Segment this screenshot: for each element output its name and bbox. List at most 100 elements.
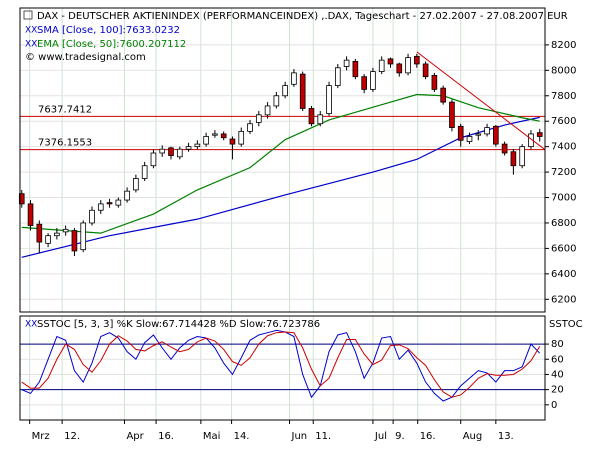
candle-body <box>176 148 183 158</box>
x-tick-label: 14. <box>234 431 250 442</box>
candle-body <box>370 71 376 90</box>
marks <box>18 51 546 402</box>
candle-body <box>36 223 43 243</box>
candle-body <box>405 57 411 74</box>
candle-body <box>97 203 104 211</box>
candle-body <box>510 151 517 167</box>
candle-body <box>124 190 130 201</box>
candle-body <box>194 143 201 148</box>
candle-body <box>334 67 341 86</box>
candle-body <box>247 123 253 132</box>
candle-body <box>185 146 192 150</box>
x-tick-label: 13. <box>498 431 514 442</box>
x-tick-label: Mrz <box>32 431 50 442</box>
legend-icon: XX <box>25 26 37 36</box>
x-tick-label: 16. <box>420 431 436 442</box>
x-tick-label: Mai <box>203 431 221 442</box>
chart-title: DAX - DEUTSCHER AKTIENINDEX (PERFORMANCE… <box>37 11 568 22</box>
candle-body <box>475 133 482 136</box>
candle-body <box>80 222 87 251</box>
oscillator-y-tick-label: 80 <box>551 339 564 350</box>
candle-body <box>141 165 148 179</box>
candle-body <box>440 87 446 103</box>
moving-average-line <box>21 116 540 258</box>
oscillator-y-tick-label: 20 <box>551 385 564 396</box>
candle-body <box>396 63 403 74</box>
candle-body <box>150 152 157 167</box>
candle-body <box>159 148 166 154</box>
candle-body <box>133 178 139 191</box>
x-tick-label: Jul <box>374 431 387 442</box>
x-tick-label: Jun <box>291 431 308 442</box>
candle-body <box>449 101 455 128</box>
candle-body <box>54 232 60 237</box>
oscillator-title: SSTOC [5, 3, 3] %K Slow:67.714428 %D Slo… <box>37 319 320 330</box>
y-tick-label: 6800 <box>551 218 576 229</box>
y-tick-label: 8200 <box>551 40 576 51</box>
legend-icon: XX <box>25 320 37 330</box>
legend-entry: SMA [Close, 100]:7633.0232 <box>37 25 180 36</box>
candle-body <box>466 136 473 142</box>
candle-body <box>264 105 271 116</box>
candle-body <box>501 143 508 154</box>
panel-icon <box>23 10 33 20</box>
candle-body <box>361 76 367 90</box>
candle-body <box>308 108 315 125</box>
oscillator-y-tick-label: 0 <box>551 400 557 411</box>
candle-body <box>343 59 350 67</box>
candle-body <box>352 61 359 78</box>
x-tick-label: Aug <box>463 431 483 442</box>
watermark: © www.tradesignal.com <box>25 52 146 63</box>
candle-body <box>422 63 429 78</box>
candle-body <box>317 114 324 125</box>
x-tick-label: 12. <box>64 431 80 442</box>
y-tick-label: 6400 <box>551 269 576 280</box>
candle-body <box>536 132 543 137</box>
candle-body <box>431 75 438 90</box>
oscillator-y-tick-label: 40 <box>551 369 564 380</box>
y-tick-label: 6200 <box>551 294 576 305</box>
y-tick-label: 7800 <box>551 91 576 102</box>
x-tick-label: 11. <box>315 431 331 442</box>
candle-body <box>203 136 209 145</box>
x-tick-label: Apr <box>126 431 144 442</box>
oscillator-y-tick-label: 60 <box>551 354 564 365</box>
candle-body <box>387 58 394 65</box>
candle-body <box>62 228 69 233</box>
x-tick-label: 16. <box>158 431 174 442</box>
y-tick-label: 7400 <box>551 142 576 153</box>
candle-body <box>106 202 113 205</box>
y-tick-label: 7000 <box>551 193 576 204</box>
candle-body <box>326 85 332 114</box>
candle-body <box>18 193 25 205</box>
candle-body <box>238 130 245 145</box>
moving-average-line <box>21 93 540 234</box>
candle-body <box>220 133 227 139</box>
level-label: 7637.7412 <box>38 104 92 115</box>
legend-entry: EMA [Close, 50]:7600.207112 <box>37 39 186 50</box>
candle-body <box>414 55 420 65</box>
y-tick-label: 6600 <box>551 243 576 254</box>
candle-body <box>27 203 34 226</box>
candle-body <box>299 73 306 109</box>
price-panel-frame <box>19 7 546 313</box>
legend-icon: XX <box>25 40 37 50</box>
oscillator-line <box>21 331 541 398</box>
x-tick-label: 9. <box>395 431 405 442</box>
candle-body <box>493 125 499 145</box>
candle-body <box>273 95 280 107</box>
candle-body <box>212 133 218 136</box>
candle-body <box>457 125 464 141</box>
oscillator-label: SSTOC <box>549 319 583 330</box>
y-tick-label: 8000 <box>551 65 576 76</box>
candle-body <box>378 59 385 72</box>
candle-body <box>255 114 262 123</box>
candle-body <box>115 199 122 206</box>
y-tick-label: 7600 <box>551 116 576 127</box>
candle-body <box>519 146 525 167</box>
trendline <box>416 51 546 151</box>
candle-body <box>282 85 288 97</box>
candle-body <box>168 147 174 156</box>
